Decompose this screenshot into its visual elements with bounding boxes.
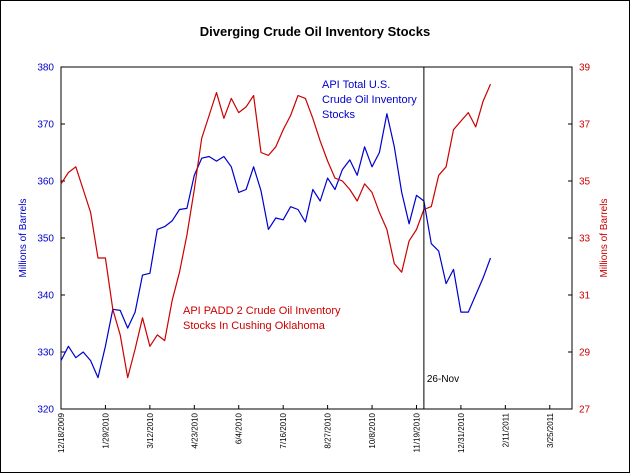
x-tick-label: 1/29/2010 — [101, 412, 110, 448]
x-axis: 12/18/2009 1/29/2010 3/12/2010 4/23/2010 6/4… — [57, 405, 555, 453]
left-y-tick-label: 380 — [37, 63, 54, 74]
series-layer — [60, 83, 492, 379]
plot-area — [60, 66, 573, 410]
x-tick-label: 6/4/2010 — [235, 412, 244, 444]
x-tick-label: 2/11/2011 — [501, 412, 510, 447]
left-y-tick-label: 330 — [37, 348, 54, 359]
annotation-layer: 26-Nov API Total U.S. Crude Oil Inventory S… — [183, 67, 459, 409]
right-y-tick-label: 31 — [579, 291, 591, 302]
x-tick-label: 8/27/2010 — [324, 412, 333, 448]
x-tick-label: 12/18/2009 — [57, 412, 66, 453]
cushing-series-line — [60, 83, 492, 379]
api-total-series-line — [60, 113, 492, 379]
x-tick-label: 12/31/2010 — [457, 412, 466, 453]
x-tick-label: 11/19/2010 — [412, 412, 421, 452]
chart-title: Diverging Crude Oil Inventory Stocks — [200, 24, 430, 39]
cushing-series-label: Stocks In Cushing Oklahoma — [183, 320, 326, 332]
left-y-tick-label: 340 — [37, 291, 54, 302]
x-tick-label: 3/25/2011 — [546, 412, 555, 448]
left-y-axis-label: Millions of Barrels — [18, 199, 29, 278]
left-y-axis: 320 330 340 350 360 370 380 — [37, 63, 65, 416]
right-y-tick-label: 29 — [579, 348, 591, 359]
x-tick-label: 3/12/2010 — [146, 412, 155, 448]
api-total-series-label: API Total U.S. — [322, 79, 390, 91]
x-tick-label: 10/8/2010 — [368, 412, 377, 448]
left-y-tick-label: 350 — [37, 234, 54, 245]
right-y-tick-label: 35 — [579, 177, 591, 188]
right-y-tick-label: 39 — [579, 63, 591, 74]
left-y-tick-label: 370 — [37, 120, 54, 131]
cushing-series-label: API PADD 2 Crude Oil Inventory — [183, 305, 341, 317]
right-y-tick-label: 27 — [579, 405, 591, 416]
right-y-tick-label: 33 — [579, 234, 591, 245]
right-y-axis: 27 29 31 33 35 37 39 — [568, 63, 591, 416]
left-y-tick-label: 320 — [37, 405, 54, 416]
nov26-marker-label: 26-Nov — [427, 374, 459, 385]
right-y-tick-label: 37 — [579, 120, 591, 131]
x-tick-label: 7/16/2010 — [279, 412, 288, 448]
api-total-series-label: Crude Oil Inventory — [322, 94, 417, 106]
x-tick-label: 4/23/2010 — [190, 412, 199, 448]
left-y-tick-label: 360 — [37, 177, 54, 188]
right-y-axis-label: Millions of Barrels — [599, 199, 610, 278]
api-total-series-label: Stocks — [322, 109, 356, 121]
